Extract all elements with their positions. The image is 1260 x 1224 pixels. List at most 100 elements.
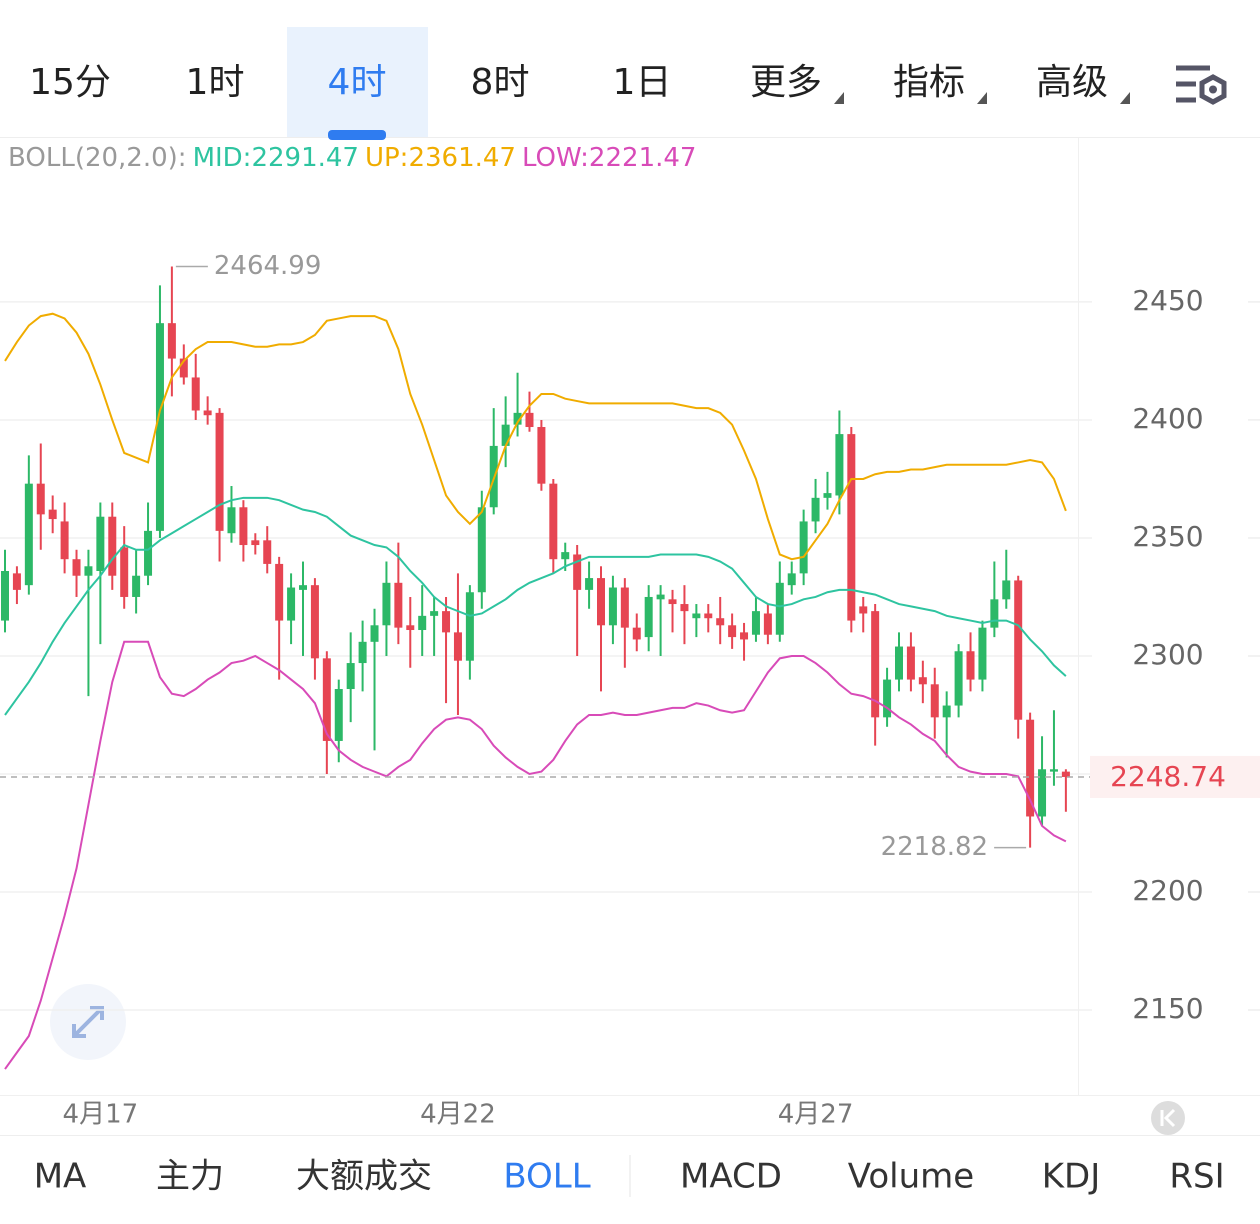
candle-body (191, 377, 200, 411)
candle-body (477, 507, 486, 593)
candle-body (942, 705, 951, 718)
y-tick-label: 2400 (1132, 402, 1203, 435)
indicator-name: BOLL(20,2.0): (8, 143, 187, 173)
candle-body (203, 410, 212, 416)
tab-highlight (287, 27, 428, 137)
candle-body (525, 412, 534, 428)
top-tab[interactable]: 8时 (471, 62, 530, 103)
candle-body (418, 615, 427, 631)
candle-body (72, 559, 81, 576)
candle-body (680, 604, 689, 612)
candle-body (155, 323, 164, 531)
candle-body (453, 632, 462, 661)
band-line (4, 640, 1067, 1070)
candle-body (251, 540, 260, 546)
indicator-tab[interactable]: RSI (1169, 1157, 1224, 1197)
candle-body (310, 585, 319, 659)
band-legend: MID:2291.47 (193, 143, 359, 173)
candle-body (1026, 719, 1035, 817)
band-line (4, 312, 1067, 561)
candle-body (763, 613, 772, 635)
candle-body (847, 434, 856, 621)
candle-body (263, 540, 272, 564)
tab-underline (328, 130, 386, 140)
candle-body (692, 613, 701, 619)
candle-body (132, 575, 141, 597)
candle-body (883, 679, 892, 718)
candle-body (1038, 769, 1047, 817)
indicator-tab[interactable]: BOLL (503, 1157, 590, 1197)
top-tab[interactable]: 4时 (328, 62, 387, 103)
candle-body (1014, 580, 1023, 720)
candle-body (573, 554, 582, 590)
scroll-arrow (1160, 1108, 1176, 1128)
candle-body (513, 412, 522, 425)
candle-body (48, 509, 57, 520)
candle-body (334, 689, 343, 741)
candle-body (358, 641, 367, 664)
candle-body (287, 587, 296, 621)
candle-body (465, 592, 474, 661)
x-tick-label: 4月22 (420, 1100, 496, 1130)
top-tab[interactable]: 高级 (1036, 62, 1108, 103)
candle-body (632, 627, 641, 640)
indicator-header: BOLL(20,2.0): MID:2291.47 UP:2361.47 LOW:22… (8, 143, 696, 173)
top-tab[interactable]: 1日 (613, 62, 672, 103)
band-legend: LOW:2221.47 (522, 143, 696, 173)
max-label: 2464.99 (214, 251, 322, 281)
indicator-tab[interactable]: KDJ (1042, 1157, 1101, 1197)
indicator-tab[interactable]: Volume (848, 1157, 974, 1197)
y-tick-label: 2150 (1132, 992, 1203, 1025)
expand-button[interactable] (50, 984, 126, 1060)
candle-body (60, 521, 69, 560)
candle-body (1, 571, 9, 621)
candle-body (620, 587, 629, 628)
y-tick-label: 2450 (1132, 284, 1203, 317)
candle-body (954, 651, 963, 706)
candle-body (346, 663, 355, 690)
candle-body (144, 530, 153, 576)
candle-body (978, 627, 987, 680)
candle-body (966, 651, 975, 680)
candle-body (859, 606, 868, 614)
y-tick-label: 2300 (1132, 638, 1203, 671)
icon-dot (1209, 85, 1217, 94)
candle-body (537, 427, 546, 484)
settings-icon[interactable] (1176, 65, 1227, 105)
indicator-tab[interactable]: MACD (680, 1157, 782, 1197)
candle-body (799, 521, 808, 574)
candle-body (275, 563, 284, 621)
y-tick-label: 2200 (1132, 874, 1203, 907)
candle-body (740, 632, 749, 640)
candle-body (597, 578, 605, 626)
candle-body (382, 582, 391, 626)
candle-body (108, 516, 117, 576)
indicator-tab[interactable]: 大额成交 (296, 1157, 432, 1197)
candle-body (1002, 580, 1011, 600)
candle-body (716, 618, 725, 626)
candle-body (930, 684, 939, 718)
band-legend: UP:2361.47 (365, 143, 516, 173)
indicator-tab[interactable]: MA (34, 1157, 87, 1197)
top-tab[interactable]: 15分 (29, 62, 111, 103)
dropdown-caret (977, 92, 987, 104)
dropdown-caret (1120, 92, 1130, 104)
candle-body (990, 599, 999, 628)
expand-arrows (72, 1006, 104, 1038)
candle-body (442, 611, 451, 633)
candle-body (835, 434, 844, 496)
candle-body (823, 493, 832, 498)
top-tab[interactable]: 1时 (186, 62, 245, 103)
candle-body (239, 507, 248, 546)
top-tab[interactable]: 更多 (750, 62, 822, 103)
candle-body (179, 358, 188, 378)
candle-body (751, 611, 760, 635)
candle-body (549, 483, 558, 560)
candle-body (501, 424, 510, 446)
top-tab[interactable]: 指标 (893, 62, 965, 103)
candle-body (84, 566, 93, 576)
indicator-tab[interactable]: 主力 (156, 1157, 224, 1197)
candle-body (656, 594, 665, 600)
scroll-end-button[interactable] (1151, 1101, 1185, 1135)
